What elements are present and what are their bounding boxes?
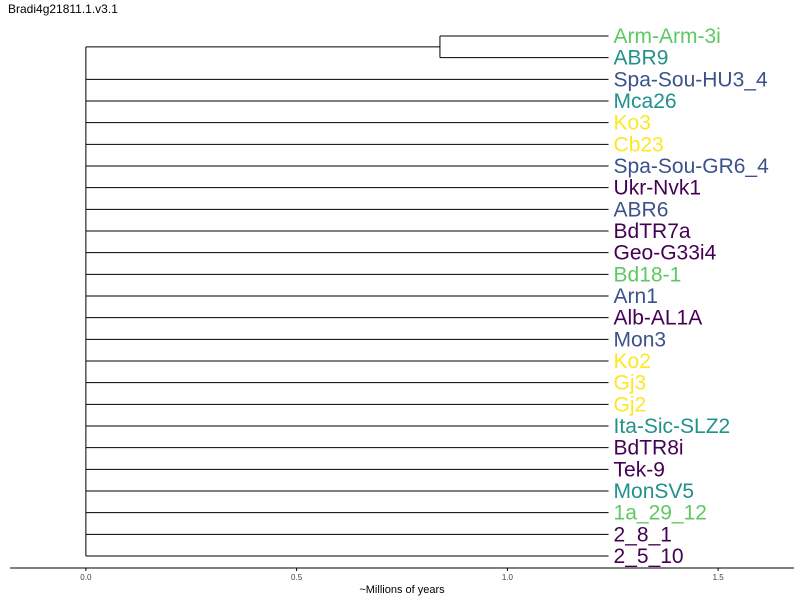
leaf-label: Arn1: [614, 285, 658, 308]
leaf-label: ABR9: [614, 47, 669, 70]
leaf-label: Spa-Sou-GR6_4: [614, 155, 770, 178]
branches: [85, 35, 609, 557]
x-tick-label: 0.0: [80, 573, 92, 582]
leaf-label: Gj2: [614, 393, 647, 416]
chart-title: Bradi4g21811.1.v3.1: [8, 2, 118, 16]
x-tick-label: 0.5: [291, 573, 303, 582]
leaf-label: Arm-Arm-3i: [614, 25, 721, 48]
leaf-label: 2_5_10: [614, 545, 684, 568]
leaf-label: BdTR8i: [614, 437, 684, 460]
x-tick-label: 1.5: [713, 573, 725, 582]
x-axis-label: ~Millions of years: [359, 584, 445, 596]
leaf-label: Alb-AL1A: [614, 307, 703, 330]
leaf-label: Bd18-1: [614, 263, 682, 286]
leaf-label: BdTR7a: [614, 220, 691, 243]
leaf-label: Mon3: [614, 328, 667, 351]
leaf-label: Ko2: [614, 350, 651, 373]
leaf-label: Ita-Sic-SLZ2: [614, 415, 731, 438]
leaf-label: Cb23: [614, 133, 664, 156]
leaf-label: Gj3: [614, 372, 647, 395]
leaf-label: Geo-G33i4: [614, 242, 717, 265]
x-tick-label: 1.0: [502, 573, 514, 582]
leaf-labels: Arm-Arm-3iABR9Spa-Sou-HU3_4Mca26Ko3Cb23S…: [614, 25, 770, 568]
x-axis: 0.0 0.5 1.0 1.5 ~Millions of years: [10, 567, 794, 596]
leaf-label: ABR6: [614, 198, 669, 221]
leaf-label: MonSV5: [614, 480, 695, 503]
leaf-label: 2_8_1: [614, 523, 672, 546]
leaf-label: Ko3: [614, 112, 651, 135]
leaf-label: Tek-9: [614, 458, 665, 481]
leaf-label: Spa-Sou-HU3_4: [614, 68, 768, 91]
leaf-label: 1a_29_12: [614, 502, 707, 525]
leaf-label: Ukr-Nvk1: [614, 177, 702, 200]
leaf-label: Mca26: [614, 90, 677, 113]
